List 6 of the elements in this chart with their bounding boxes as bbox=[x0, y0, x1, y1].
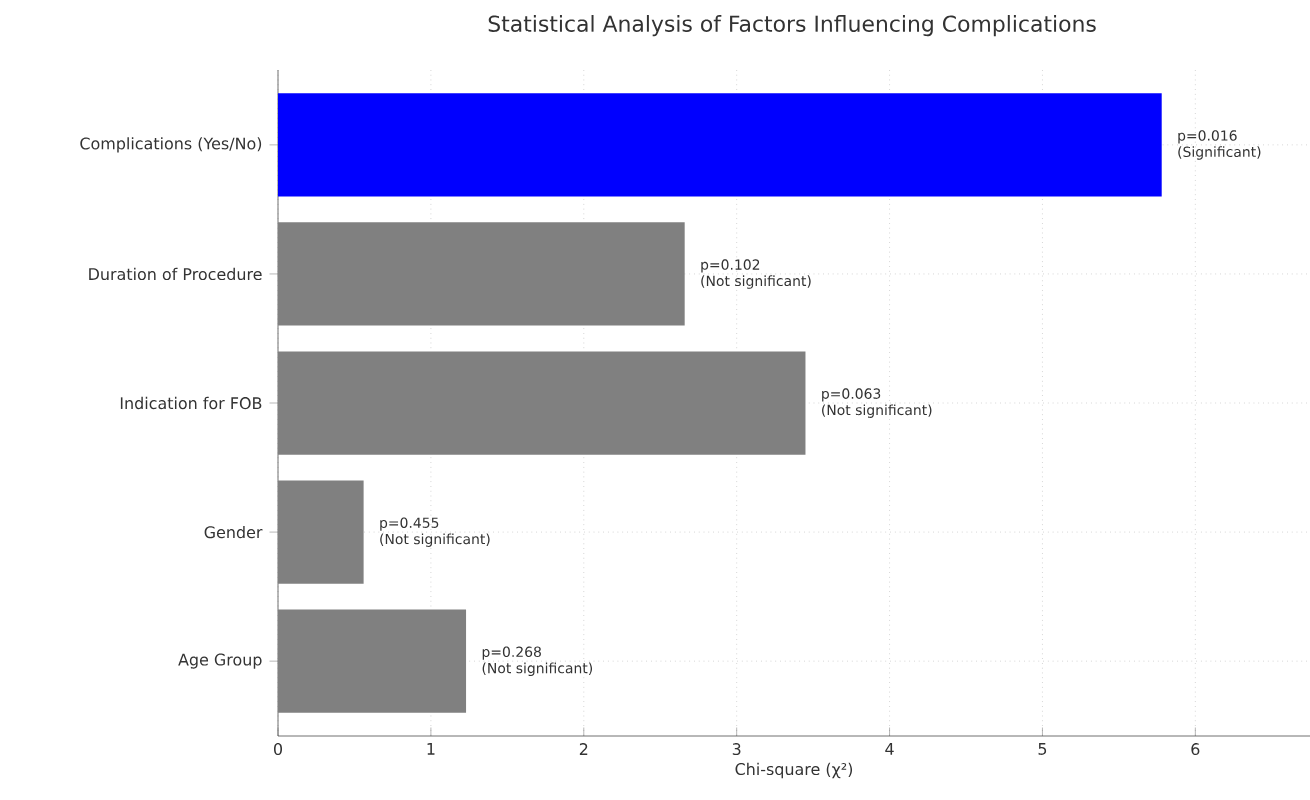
chart-title: Statistical Analysis of Factors Influencing Complications bbox=[488, 15, 1096, 37]
bar bbox=[278, 609, 467, 713]
bar bbox=[278, 93, 1162, 197]
bar bbox=[278, 351, 806, 455]
bar bbox=[278, 222, 685, 326]
bar bbox=[278, 480, 364, 584]
